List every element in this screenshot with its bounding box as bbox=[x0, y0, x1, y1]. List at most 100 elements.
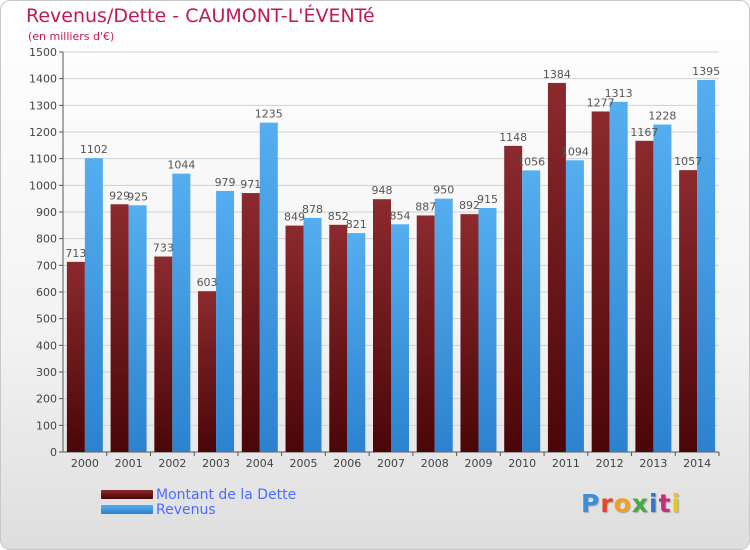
data-label-dette: 1148 bbox=[499, 131, 527, 144]
bar-revenus bbox=[347, 233, 366, 452]
bar-dette bbox=[373, 199, 391, 452]
data-label-revenus: 1313 bbox=[605, 87, 633, 100]
x-tick-label: 2011 bbox=[552, 457, 580, 470]
bar-revenus bbox=[128, 205, 147, 452]
bars bbox=[66, 80, 716, 453]
data-label-revenus: 950 bbox=[433, 184, 454, 197]
bar-dette bbox=[416, 215, 435, 452]
bar-revenus bbox=[172, 173, 191, 452]
data-label-dette: 887 bbox=[415, 200, 436, 213]
x-tick-label: 2006 bbox=[333, 457, 361, 470]
bar-dette bbox=[504, 145, 523, 452]
x-tick-label: 2013 bbox=[639, 457, 667, 470]
y-tick-label: 900 bbox=[36, 206, 57, 219]
bar-dette bbox=[591, 111, 610, 452]
data-label-revenus: 1044 bbox=[167, 159, 195, 172]
data-label-revenus: 878 bbox=[302, 203, 323, 216]
legend-item-revenus: Revenus bbox=[101, 501, 296, 518]
y-tick-label: 100 bbox=[36, 419, 57, 432]
x-tick-label: 2000 bbox=[71, 457, 99, 470]
bar-dette bbox=[285, 225, 304, 452]
proxiti-logo: Proxiti bbox=[581, 489, 681, 518]
y-tick-label: 1000 bbox=[29, 179, 57, 192]
data-label-dette: 852 bbox=[328, 210, 349, 223]
chart-title: Revenus/Dette - CAUMONT-L'ÉVENTé bbox=[26, 5, 375, 27]
x-tick-label: 2009 bbox=[464, 457, 492, 470]
legend-item-dette: Montant de la Dette bbox=[101, 486, 297, 503]
y-tick-label: 600 bbox=[36, 286, 57, 299]
logo-letter: o bbox=[613, 489, 632, 518]
bar-dette bbox=[241, 193, 260, 453]
x-tick-label: 2001 bbox=[115, 457, 143, 470]
bar-revenus bbox=[84, 158, 103, 452]
y-tick-label: 1400 bbox=[29, 73, 57, 86]
bar-dette bbox=[635, 140, 654, 453]
data-label-dette: 1167 bbox=[630, 126, 658, 139]
logo-letter: P bbox=[581, 489, 601, 518]
x-tick-label: 2014 bbox=[683, 457, 711, 470]
x-tick-label: 2010 bbox=[508, 457, 536, 470]
legend-swatch-dette bbox=[101, 490, 153, 499]
data-label-dette: 1057 bbox=[674, 155, 702, 168]
data-label-revenus: 1056 bbox=[517, 155, 545, 168]
y-tick-label: 500 bbox=[36, 313, 57, 326]
data-label-revenus: 1102 bbox=[80, 143, 108, 156]
data-label-revenus: 1228 bbox=[648, 110, 676, 123]
logo-letter: r bbox=[600, 489, 614, 518]
bar-dette bbox=[679, 170, 698, 452]
data-label-dette: 929 bbox=[109, 189, 130, 202]
data-label-revenus: 979 bbox=[215, 176, 236, 189]
data-label-revenus: 1235 bbox=[255, 108, 283, 121]
data-label-revenus: 854 bbox=[390, 209, 411, 222]
bar-revenus bbox=[565, 160, 584, 452]
data-label-dette: 713 bbox=[65, 247, 86, 260]
logo-letter: i bbox=[649, 489, 659, 518]
bar-dette bbox=[154, 256, 173, 452]
x-tick-label: 2008 bbox=[421, 457, 449, 470]
bar-dette bbox=[110, 204, 129, 452]
legend-swatch-revenus bbox=[101, 505, 153, 514]
y-tick-label: 300 bbox=[36, 366, 57, 379]
y-tick-label: 1100 bbox=[29, 153, 57, 166]
logo-letter: t bbox=[658, 489, 672, 518]
data-label-dette: 971 bbox=[240, 178, 261, 191]
y-tick-label: 700 bbox=[36, 259, 57, 272]
y-tick-label: 200 bbox=[36, 393, 57, 406]
x-tick-label: 2003 bbox=[202, 457, 230, 470]
bar-revenus bbox=[391, 224, 409, 452]
data-label-revenus: 915 bbox=[477, 193, 498, 206]
legend: Montant de la Dette Revenus bbox=[101, 486, 297, 518]
bar-dette bbox=[198, 291, 217, 452]
y-tick-label: 1200 bbox=[29, 126, 57, 139]
bar-revenus bbox=[434, 198, 453, 452]
logo-letter: i bbox=[671, 489, 682, 518]
bar-dette bbox=[66, 261, 85, 452]
x-tick-label: 2005 bbox=[290, 457, 318, 470]
chart-subtitle: (en milliers d'€) bbox=[28, 30, 115, 43]
data-label-revenus: 925 bbox=[127, 190, 148, 203]
bar-revenus bbox=[653, 124, 672, 453]
data-label-revenus: 821 bbox=[346, 218, 367, 231]
bar-revenus bbox=[522, 170, 541, 452]
bar-dette bbox=[329, 224, 348, 452]
data-label-dette: 892 bbox=[459, 199, 480, 212]
y-tick-label: 1500 bbox=[29, 46, 57, 59]
x-tick-label: 2004 bbox=[246, 457, 274, 470]
y-tick-label: 0 bbox=[50, 446, 57, 459]
bar-revenus bbox=[216, 190, 235, 452]
x-tick-label: 2012 bbox=[596, 457, 624, 470]
legend-label-revenus: Revenus bbox=[156, 501, 216, 518]
bar-revenus bbox=[259, 122, 278, 453]
logo-letter: x bbox=[631, 489, 649, 518]
x-tick-label: 2002 bbox=[158, 457, 186, 470]
bar-revenus bbox=[609, 101, 628, 452]
data-label-dette: 1277 bbox=[587, 96, 615, 109]
y-tick-label: 400 bbox=[36, 339, 57, 352]
legend-label-dette: Montant de la Dette bbox=[156, 486, 297, 503]
y-tick-label: 1300 bbox=[29, 99, 57, 112]
y-tick-label: 800 bbox=[36, 233, 57, 246]
data-label-dette: 603 bbox=[197, 276, 218, 289]
